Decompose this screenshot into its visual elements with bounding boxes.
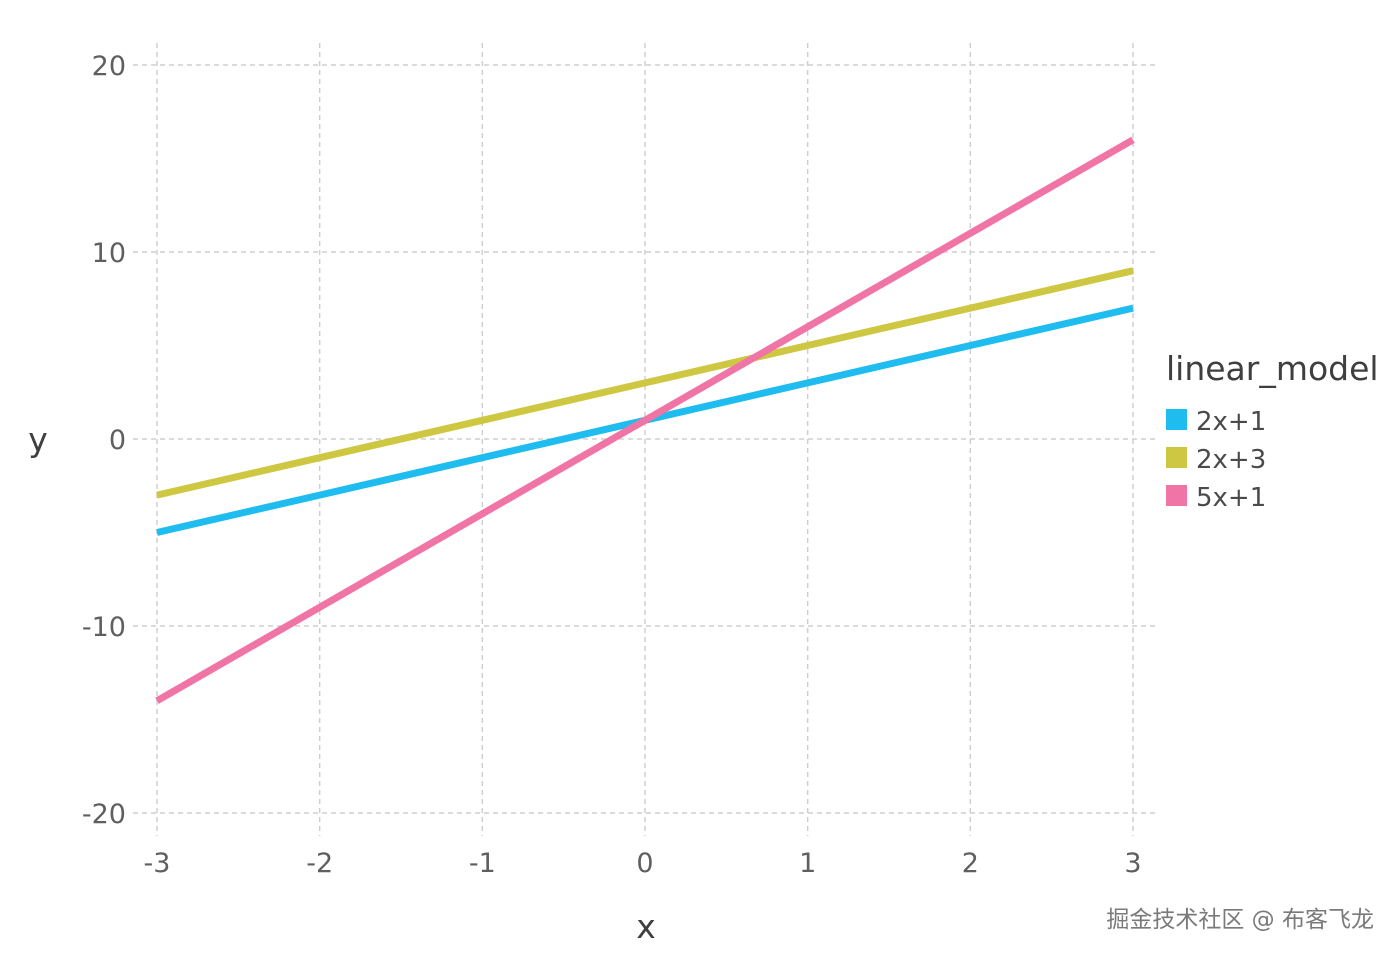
watermark-text: 掘金技术社区 @ 布客飞龙 <box>1106 907 1374 933</box>
series-layer <box>155 136 1135 704</box>
x-tick-label: 2 <box>962 848 979 879</box>
x-tick-label: 3 <box>1124 848 1141 879</box>
y-tick-labels: -20 -10 0 10 20 <box>82 51 126 830</box>
series-line-5x+1 <box>155 136 1135 704</box>
legend-swatch <box>1166 409 1187 430</box>
x-tick-labels: -3 -2 -1 0 1 2 3 <box>144 848 1142 879</box>
y-tick-label: 0 <box>109 425 126 456</box>
x-tick-label: 1 <box>799 848 816 879</box>
x-axis-label: x <box>636 907 656 946</box>
legend-title: linear_model <box>1166 349 1379 388</box>
grid <box>133 43 1155 836</box>
legend: linear_model 2x+1 2x+3 5x+1 <box>1166 349 1379 513</box>
y-axis-label: y <box>28 420 48 459</box>
legend-swatch <box>1166 447 1187 468</box>
legend-label: 5x+1 <box>1196 483 1266 513</box>
legend-label: 2x+1 <box>1196 407 1266 437</box>
x-tick-label: -3 <box>144 848 171 879</box>
y-tick-label: 10 <box>92 238 126 269</box>
y-tick-label: -10 <box>82 612 126 643</box>
legend-items: 2x+1 2x+3 5x+1 <box>1166 407 1266 513</box>
legend-label: 2x+3 <box>1196 445 1266 475</box>
series-line-2x+3 <box>156 267 1134 499</box>
x-tick-label: -1 <box>469 848 496 879</box>
x-tick-label: 0 <box>636 848 653 879</box>
legend-swatch <box>1166 485 1187 506</box>
x-tick-label: -2 <box>306 848 333 879</box>
y-tick-label: 20 <box>92 51 126 82</box>
y-tick-label: -20 <box>82 799 126 830</box>
